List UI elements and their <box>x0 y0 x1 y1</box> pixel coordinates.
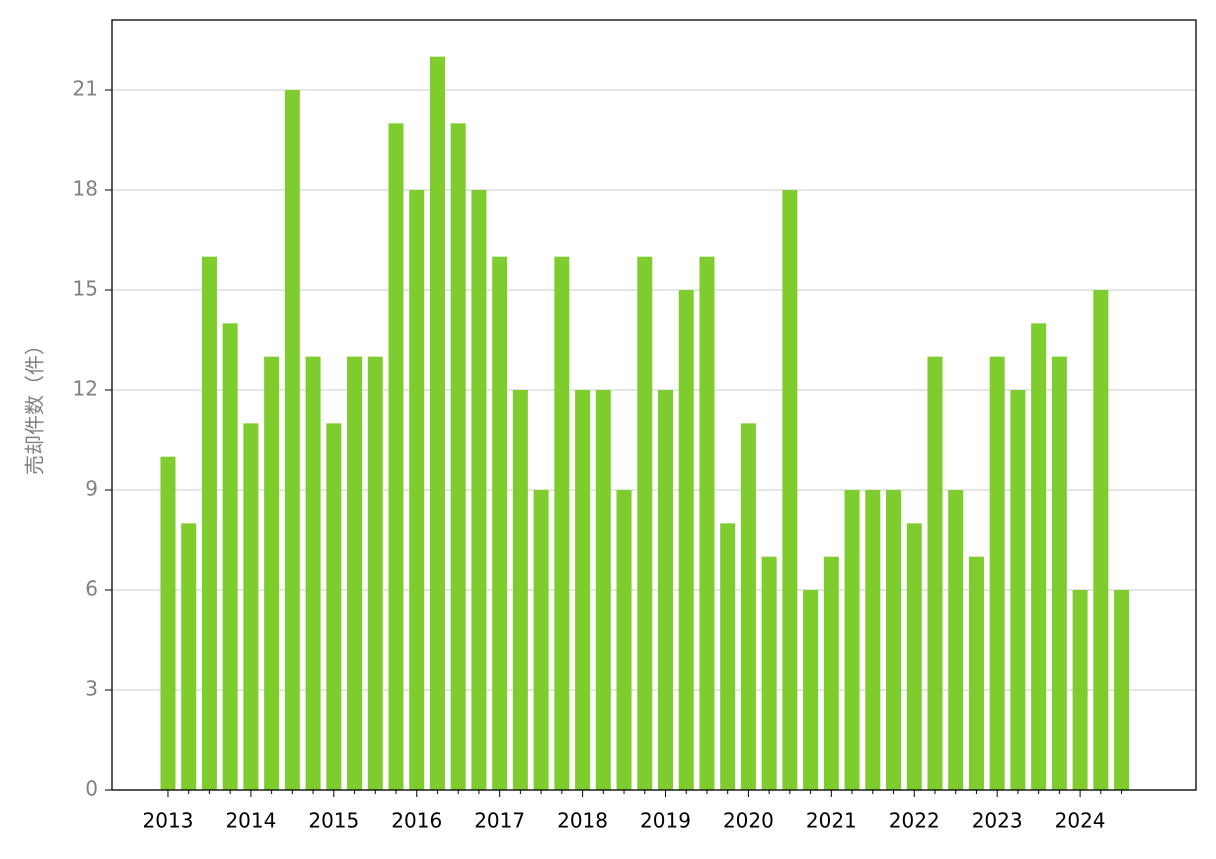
y-tick-label: 6 <box>85 577 98 601</box>
bar <box>927 356 943 790</box>
bar <box>492 256 508 791</box>
bar <box>533 490 549 790</box>
x-tick-label: 2024 <box>1055 809 1106 833</box>
bar <box>948 490 964 790</box>
bar <box>886 490 902 790</box>
bar <box>1051 356 1067 790</box>
x-tick-label: 2022 <box>889 809 940 833</box>
bar <box>699 256 715 791</box>
x-tick-label: 2015 <box>308 809 359 833</box>
x-tick-label: 2018 <box>557 809 608 833</box>
bar <box>388 123 404 791</box>
bar <box>554 256 570 791</box>
y-tick-label: 21 <box>73 77 98 101</box>
x-tick-label: 2023 <box>972 809 1023 833</box>
bar <box>1031 323 1047 790</box>
bar <box>181 523 197 790</box>
bar <box>906 523 922 790</box>
bar <box>865 490 881 790</box>
bar <box>471 190 487 790</box>
bar <box>1072 590 1088 790</box>
bar <box>720 523 736 790</box>
bar <box>844 490 860 790</box>
bar <box>803 590 819 790</box>
bar <box>326 423 342 790</box>
bar <box>243 423 259 790</box>
bar <box>347 356 363 790</box>
bar <box>201 256 217 791</box>
y-tick-label: 9 <box>85 477 98 501</box>
bar <box>264 356 280 790</box>
bar <box>740 423 756 790</box>
bar <box>409 190 425 790</box>
bar <box>823 556 839 790</box>
y-tick-label: 0 <box>85 777 98 801</box>
y-axis-label: 売却件数（件） <box>23 335 47 475</box>
x-tick-label: 2021 <box>806 809 857 833</box>
x-tick-label: 2016 <box>391 809 442 833</box>
y-tick-label: 3 <box>85 677 98 701</box>
plot-frame <box>111 19 1197 791</box>
bar <box>305 356 321 790</box>
y-tick-label: 12 <box>73 377 98 401</box>
x-tick-label: 2017 <box>474 809 525 833</box>
bar <box>678 290 694 790</box>
bar <box>222 323 238 790</box>
bar <box>616 490 632 790</box>
bar <box>989 356 1005 790</box>
bar <box>450 123 466 791</box>
y-tick-label: 15 <box>73 277 98 301</box>
x-tick-label: 2019 <box>640 809 691 833</box>
bar <box>575 390 591 790</box>
bar <box>782 190 798 790</box>
bar <box>637 256 653 791</box>
bar <box>761 556 777 790</box>
x-tick-label: 2020 <box>723 809 774 833</box>
bar <box>284 90 300 790</box>
bar <box>1010 390 1026 790</box>
bar <box>968 556 984 790</box>
bar <box>595 390 611 790</box>
bar <box>657 390 673 790</box>
x-tick-label: 2014 <box>225 809 276 833</box>
y-tick-label: 18 <box>73 177 98 201</box>
bar <box>1093 290 1109 790</box>
x-tick-label: 2013 <box>143 809 194 833</box>
bar <box>160 456 176 790</box>
bar <box>512 390 528 790</box>
bar <box>429 56 445 790</box>
bar <box>367 356 383 790</box>
bar <box>1114 590 1130 790</box>
